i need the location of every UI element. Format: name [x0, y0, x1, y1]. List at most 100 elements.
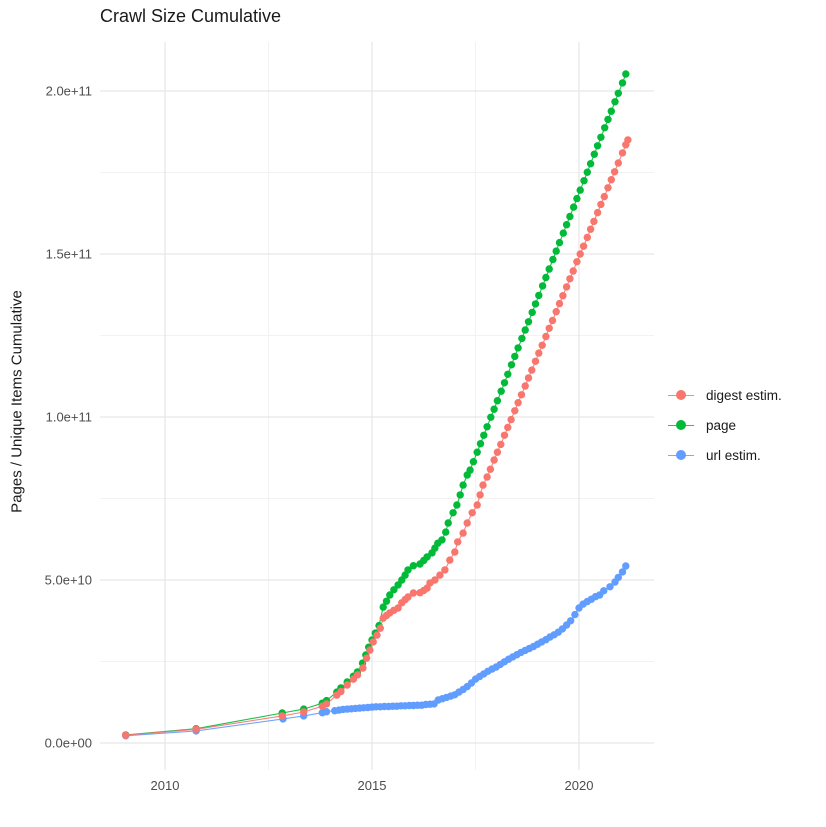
- data-point-digestestim: [376, 624, 384, 632]
- data-point-page: [545, 265, 553, 273]
- data-point-page: [618, 79, 627, 87]
- data-point-page: [459, 481, 467, 489]
- data-point-digestestim: [483, 473, 491, 481]
- data-point-digestestim: [409, 589, 418, 597]
- legend-label-url: url estim.: [706, 447, 761, 463]
- data-point-page: [552, 247, 560, 255]
- data-point-digestestim: [473, 501, 481, 509]
- data-point-digestestim: [531, 357, 540, 365]
- data-point-page: [456, 491, 464, 499]
- legend-key-digest-icon: [668, 390, 694, 400]
- data-point-digestestim: [583, 233, 591, 242]
- data-point-digestestim: [343, 681, 351, 689]
- data-point-digestestim: [597, 200, 605, 209]
- y-tick-label: 5.0e+10: [45, 573, 92, 588]
- data-point-urlestim: [600, 587, 608, 595]
- data-point-digestestim: [562, 283, 571, 291]
- data-point-page: [449, 509, 457, 517]
- series-line-digestestim: [125, 139, 629, 736]
- data-point-page: [493, 397, 502, 405]
- data-point-page: [444, 519, 452, 527]
- data-point-page: [438, 536, 446, 544]
- data-point-page: [583, 168, 591, 176]
- data-point-digestestim: [614, 159, 622, 167]
- data-point-digestestim: [337, 687, 345, 696]
- data-point-page: [409, 562, 418, 570]
- data-point-digestestim: [507, 415, 515, 424]
- data-point-digestestim: [545, 324, 553, 332]
- data-point-digestestim: [535, 349, 543, 357]
- data-point-digestestim: [353, 671, 362, 679]
- data-point-digestestim: [566, 275, 574, 283]
- data-point-digestestim: [446, 556, 454, 564]
- data-point-page: [607, 107, 615, 115]
- data-point-digestestim: [451, 548, 459, 556]
- data-point-digestestim: [441, 566, 449, 574]
- data-point-digestestim: [604, 184, 612, 192]
- legend-key-page-icon: [668, 420, 694, 430]
- data-point-digestestim: [548, 316, 557, 325]
- data-point-digestestim: [511, 407, 519, 415]
- data-point-digestestim: [476, 491, 484, 499]
- data-point-digestestim: [593, 208, 602, 217]
- data-point-digestestim: [524, 374, 533, 382]
- data-point-digestestim: [122, 731, 130, 739]
- data-point-page: [483, 423, 491, 431]
- data-point-digestestim: [431, 576, 439, 584]
- data-point-digestestim: [579, 242, 588, 250]
- y-tick-label: 0.0e+00: [45, 736, 92, 751]
- data-point-digestestim: [552, 308, 560, 316]
- data-point-digestestim: [569, 267, 577, 275]
- data-point-page: [586, 160, 595, 168]
- data-point-digestestim: [322, 700, 331, 708]
- data-point-page: [487, 413, 495, 421]
- legend: digest estim. page url estim.: [668, 380, 782, 470]
- data-point-digestestim: [576, 250, 584, 258]
- data-point-digestestim: [500, 431, 509, 439]
- data-point-page: [580, 177, 588, 185]
- data-point-digestestim: [538, 341, 546, 349]
- data-point-page: [528, 308, 536, 317]
- data-point-page: [538, 282, 547, 290]
- data-point-page: [559, 229, 567, 237]
- data-point-page: [514, 344, 522, 352]
- y-axis-title: Pages / Unique Items Cumulative: [8, 290, 26, 513]
- data-point-digestestim: [362, 654, 371, 662]
- data-point-page: [466, 466, 474, 474]
- data-point-page: [542, 273, 550, 282]
- data-point-digestestim: [542, 332, 550, 341]
- data-point-page: [566, 212, 574, 221]
- data-point-digestestim: [514, 399, 522, 407]
- data-point-digestestim: [479, 481, 487, 489]
- data-point-digestestim: [468, 509, 476, 517]
- data-point-digestestim: [624, 136, 632, 144]
- legend-item-page: page: [668, 410, 782, 440]
- data-point-page: [622, 70, 630, 78]
- data-point-page: [386, 591, 394, 599]
- data-point-digestestim: [573, 258, 581, 266]
- data-point-digestestim: [459, 529, 467, 537]
- data-point-page: [535, 291, 543, 300]
- data-point-digestestim: [517, 391, 526, 399]
- data-point-digestestim: [590, 217, 598, 226]
- data-point-page: [497, 387, 505, 395]
- data-point-urlestim: [606, 583, 614, 591]
- data-point-page: [569, 203, 578, 211]
- data-point-urlestim: [567, 617, 575, 625]
- data-point-page: [593, 142, 602, 150]
- data-point-digestestim: [618, 149, 627, 157]
- data-point-page: [453, 501, 461, 509]
- data-point-digestestim: [369, 638, 377, 646]
- data-point-page: [562, 221, 571, 229]
- data-point-digestestim: [504, 423, 512, 432]
- data-point-digestestim: [610, 168, 619, 176]
- data-point-page: [379, 603, 387, 611]
- data-point-page: [511, 352, 519, 361]
- data-point-digestestim: [463, 519, 471, 527]
- data-point-digestestim: [586, 225, 595, 233]
- data-point-page: [480, 431, 488, 439]
- data-point-page: [597, 133, 605, 141]
- data-point-digestestim: [436, 571, 444, 579]
